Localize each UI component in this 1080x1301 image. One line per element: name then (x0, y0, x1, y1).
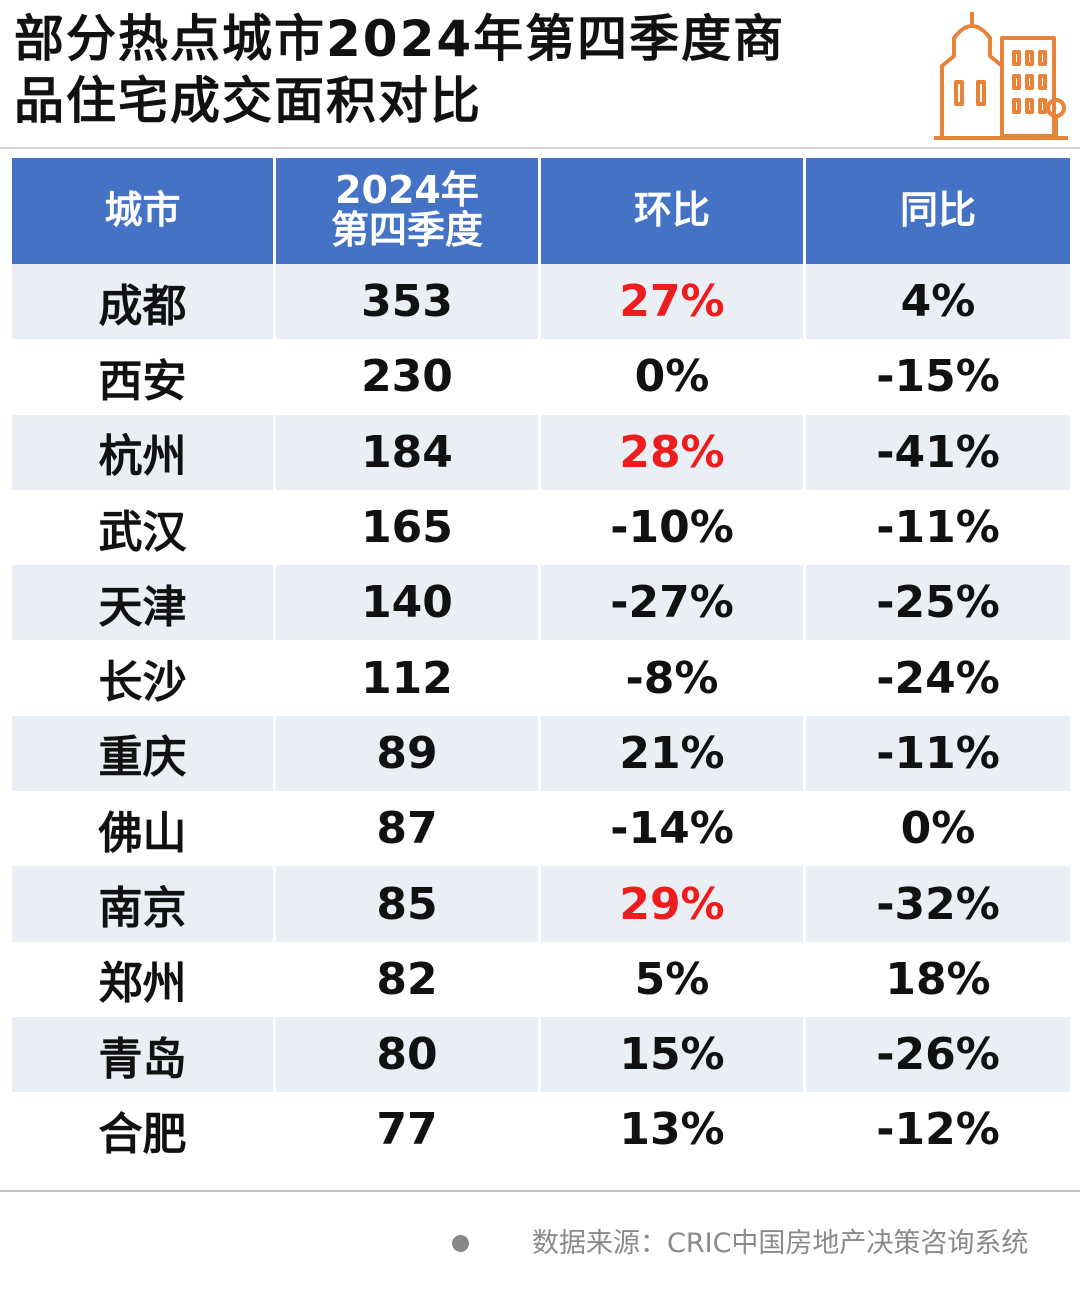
bullet-dot-icon (452, 1235, 469, 1252)
city-buildings-icon (934, 12, 1068, 140)
q4-value-cell: 85 (276, 866, 541, 942)
q4-value-cell: 140 (276, 565, 541, 641)
table-row: 成都 353 27% 4% (12, 264, 1070, 340)
mom-cell: 15% (541, 1016, 806, 1093)
city-cell: 成都 (12, 264, 276, 340)
city-cell: 武汉 (12, 489, 276, 566)
title-divider (0, 147, 1080, 149)
q4-value-cell: 230 (276, 339, 541, 415)
header-mom: 环比 (541, 158, 806, 264)
table-row: 武汉 165 -10% -11% (12, 489, 1070, 566)
table-row: 长沙 112 -8% -24% (12, 640, 1070, 716)
yoy-cell: -12% (806, 1092, 1070, 1168)
yoy-cell: -25% (806, 565, 1070, 641)
q4-value-cell: 184 (276, 414, 541, 490)
city-cell: 郑州 (12, 941, 276, 1017)
yoy-cell: -11% (806, 489, 1070, 566)
mom-cell: 21% (541, 715, 806, 792)
city-cell: 杭州 (12, 414, 276, 490)
q4-value-cell: 87 (276, 791, 541, 867)
yoy-cell: -41% (806, 414, 1070, 490)
table-row: 西安 230 0% -15% (12, 339, 1070, 415)
mom-cell: 5% (541, 941, 806, 1017)
table-row: 南京 85 29% -32% (12, 866, 1070, 942)
table-row: 天津 140 -27% -25% (12, 565, 1070, 641)
yoy-cell: -26% (806, 1016, 1070, 1093)
city-cell: 重庆 (12, 715, 276, 792)
mom-cell: 28% (541, 414, 806, 490)
city-cell: 南京 (12, 866, 276, 942)
city-cell: 青岛 (12, 1016, 276, 1093)
table-row: 重庆 89 21% -11% (12, 715, 1070, 792)
page-title: 部分热点城市2024年第四季度商 品住宅成交面积对比 (14, 8, 914, 132)
yoy-cell: -32% (806, 866, 1070, 942)
city-cell: 长沙 (12, 640, 276, 716)
header-q4-line-2: 第四季度 (330, 208, 483, 252)
q4-value-cell: 165 (276, 489, 541, 566)
source-note: 数据来源：CRIC中国房地产决策咨询系统 (532, 1228, 1029, 1259)
mom-cell: 29% (541, 866, 806, 942)
q4-value-cell: 77 (276, 1092, 541, 1168)
mom-cell: -8% (541, 640, 806, 716)
yoy-cell: 18% (806, 941, 1070, 1017)
yoy-cell: -24% (806, 640, 1070, 716)
q4-value-cell: 82 (276, 941, 541, 1017)
q4-value-cell: 112 (276, 640, 541, 716)
q4-value-cell: 80 (276, 1016, 541, 1093)
yoy-cell: 4% (806, 264, 1070, 340)
table-row: 杭州 184 28% -41% (12, 414, 1070, 490)
city-cell: 天津 (12, 565, 276, 641)
yoy-cell: 0% (806, 791, 1070, 867)
mom-cell: 13% (541, 1092, 806, 1168)
q4-value-cell: 89 (276, 715, 541, 792)
mom-cell: -10% (541, 489, 806, 566)
city-cell: 合肥 (12, 1092, 276, 1168)
table-row: 合肥 77 13% -12% (12, 1092, 1070, 1168)
yoy-cell: -15% (806, 339, 1070, 415)
data-table: 城市 2024年 第四季度 环比 同比 成都 353 27% 4% 西安 230 0% -15… (12, 158, 1070, 1168)
mom-cell: 0% (541, 339, 806, 415)
header-city: 城市 (12, 158, 276, 264)
header-q4-2024: 2024年 第四季度 (276, 158, 541, 264)
table-row: 青岛 80 15% -26% (12, 1016, 1070, 1093)
city-cell: 佛山 (12, 791, 276, 867)
header-yoy: 同比 (806, 158, 1070, 264)
header-q4-line-1: 2024年 (335, 168, 479, 213)
q4-value-cell: 353 (276, 264, 541, 340)
mom-cell: 27% (541, 264, 806, 340)
mom-cell: -14% (541, 791, 806, 867)
city-cell: 西安 (12, 339, 276, 415)
table-row: 郑州 82 5% 18% (12, 941, 1070, 1017)
yoy-cell: -11% (806, 715, 1070, 792)
title-line-1: 部分热点城市2024年第四季度商 (14, 10, 786, 68)
title-line-2: 品住宅成交面积对比 (14, 72, 482, 130)
table-header-row: 城市 2024年 第四季度 环比 同比 (12, 158, 1070, 264)
footer-divider (0, 1190, 1080, 1192)
mom-cell: -27% (541, 565, 806, 641)
table-row: 佛山 87 -14% 0% (12, 791, 1070, 867)
